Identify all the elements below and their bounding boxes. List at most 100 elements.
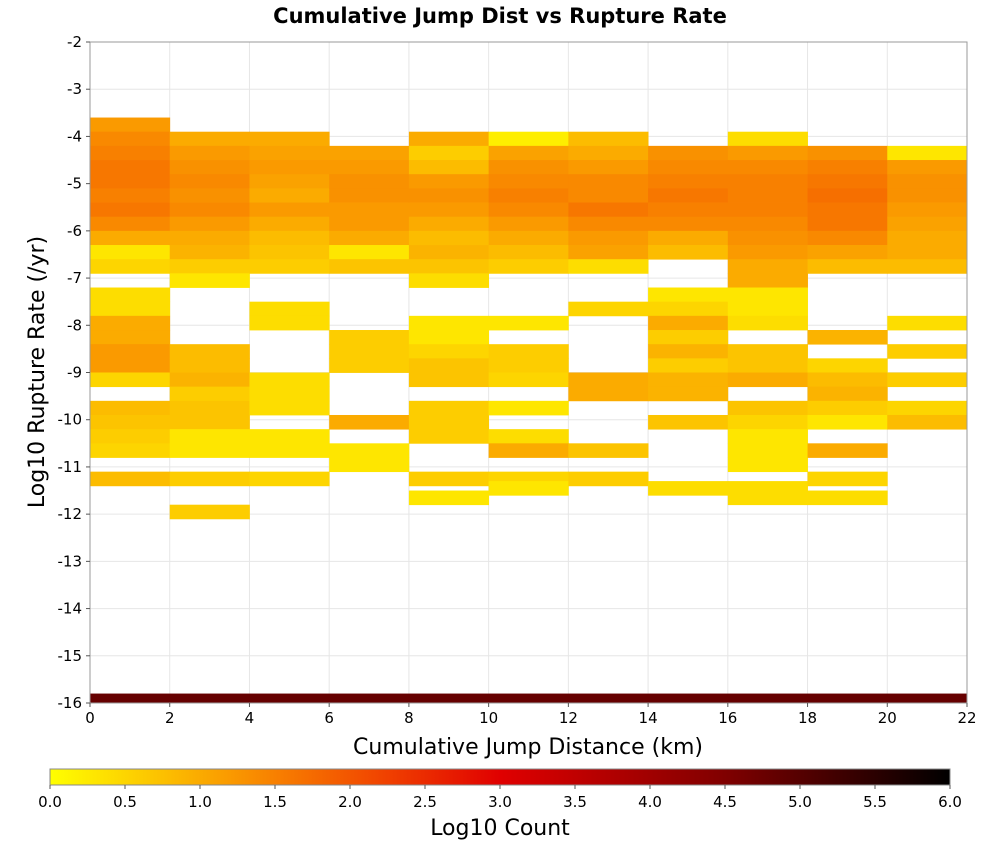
heatmap-cell	[408, 273, 490, 288]
heatmap-cell	[807, 414, 888, 430]
heatmap-cell	[887, 372, 968, 388]
heatmap-cell	[329, 230, 410, 246]
heatmap-cell	[807, 216, 888, 232]
heatmap-cell	[727, 490, 808, 506]
heatmap-cell	[329, 160, 410, 175]
colorbar-tick-label: 3.5	[563, 793, 587, 811]
colorbar-label: Log10 Count	[430, 816, 570, 841]
heatmap-cell	[488, 400, 569, 416]
heatmap-cell	[727, 216, 808, 232]
heatmap-cell	[727, 372, 808, 388]
heatmap-cell	[90, 117, 171, 133]
heatmap-cell	[408, 230, 490, 246]
heatmap-cell	[329, 216, 410, 232]
heatmap-cell	[887, 245, 968, 260]
heatmap-cell	[329, 358, 410, 373]
y-tick-label: -3	[67, 80, 82, 98]
heatmap-cell	[807, 202, 888, 218]
heatmap-cell	[90, 202, 171, 218]
heatmap-cell	[169, 245, 250, 260]
heatmap-cell	[90, 259, 171, 274]
heatmap-cell	[488, 174, 569, 189]
heatmap-cell	[568, 386, 649, 402]
heatmap-cell	[90, 301, 171, 317]
heatmap-cell	[727, 414, 808, 430]
y-tick-label: -6	[67, 222, 82, 240]
heatmap-cell	[329, 443, 410, 458]
heatmap-cell	[727, 202, 808, 218]
heatmap-cell	[90, 160, 171, 175]
heatmap-cell	[648, 174, 729, 189]
x-tick-label: 12	[559, 709, 578, 727]
heatmap-cell	[249, 174, 330, 189]
heatmap-cell	[648, 216, 729, 232]
heatmap-cell	[169, 504, 250, 520]
heatmap-cell	[169, 400, 250, 416]
heatmap-cell	[408, 216, 490, 232]
heatmap-cell	[568, 202, 649, 218]
heatmap-cell	[807, 145, 888, 161]
heatmap-cell	[568, 301, 649, 317]
heatmap-cell	[169, 216, 250, 232]
heatmap-cell	[169, 386, 250, 402]
heatmap-cell	[169, 145, 250, 161]
heatmap-cell	[90, 443, 171, 458]
heatmap-cell	[727, 174, 808, 189]
heatmap-cell	[648, 287, 729, 303]
heatmap-cell	[488, 429, 569, 444]
heatmap-cell	[887, 160, 968, 175]
heatmap-cell	[807, 490, 888, 506]
heatmap-cell	[249, 131, 330, 147]
heatmap-cell	[488, 216, 569, 232]
x-tick-label: 0	[85, 709, 95, 727]
heatmap-cell	[807, 188, 888, 203]
heatmap-cell	[648, 414, 729, 430]
heatmap-cell	[488, 372, 569, 388]
colorbar-tick-label: 1.5	[263, 793, 287, 811]
colorbar-tick-label: 4.0	[638, 793, 662, 811]
heatmap-cell	[568, 259, 649, 274]
x-tick-label: 2	[165, 709, 175, 727]
heatmap-cell	[488, 160, 569, 175]
heatmap-cell	[408, 471, 490, 487]
heatmap-cell	[169, 230, 250, 246]
heatmap-cell	[887, 400, 968, 416]
heatmap-cell	[568, 145, 649, 161]
heatmap-cell	[408, 358, 490, 373]
heatmap-cell	[887, 202, 968, 218]
heatmap-cell	[727, 287, 808, 303]
heatmap-cell	[807, 330, 888, 345]
heatmap-cell	[727, 245, 808, 260]
colorbar-tick-label: 2.0	[338, 793, 362, 811]
heatmap-cell	[807, 372, 888, 388]
heatmap-cell	[169, 202, 250, 218]
heatmap-cell	[488, 344, 569, 359]
colorbar-tick-label: 4.5	[713, 793, 737, 811]
heatmap-cell	[648, 315, 729, 331]
heatmap-cell	[727, 259, 808, 274]
heatmap-cell	[408, 202, 490, 218]
heatmap-cell	[329, 145, 410, 161]
heatmap-cells	[90, 117, 968, 703]
heatmap-cell	[648, 230, 729, 246]
heatmap-cell	[249, 230, 330, 246]
x-tick-label: 4	[245, 709, 255, 727]
heatmap-cell	[568, 216, 649, 232]
heatmap-cell	[648, 358, 729, 373]
heatmap-cell	[329, 245, 410, 260]
heatmap-cell	[568, 245, 649, 260]
heatmap-cell	[90, 145, 171, 161]
heatmap-cell	[249, 386, 330, 402]
x-axis-ticks: 0 2 4 6 8 10 12 14 16 18 20 22	[85, 703, 977, 727]
heatmap-cell	[488, 245, 569, 260]
heatmap-cell	[887, 174, 968, 189]
colorbar-tick-label: 1.0	[188, 793, 212, 811]
heatmap-cell	[488, 259, 569, 274]
heatmap-cell	[169, 259, 250, 274]
heatmap-cell	[568, 230, 649, 246]
heatmap-cell	[727, 344, 808, 359]
heatmap-cell	[249, 372, 330, 388]
heatmap-cell	[249, 160, 330, 175]
heatmap-cell	[727, 230, 808, 246]
